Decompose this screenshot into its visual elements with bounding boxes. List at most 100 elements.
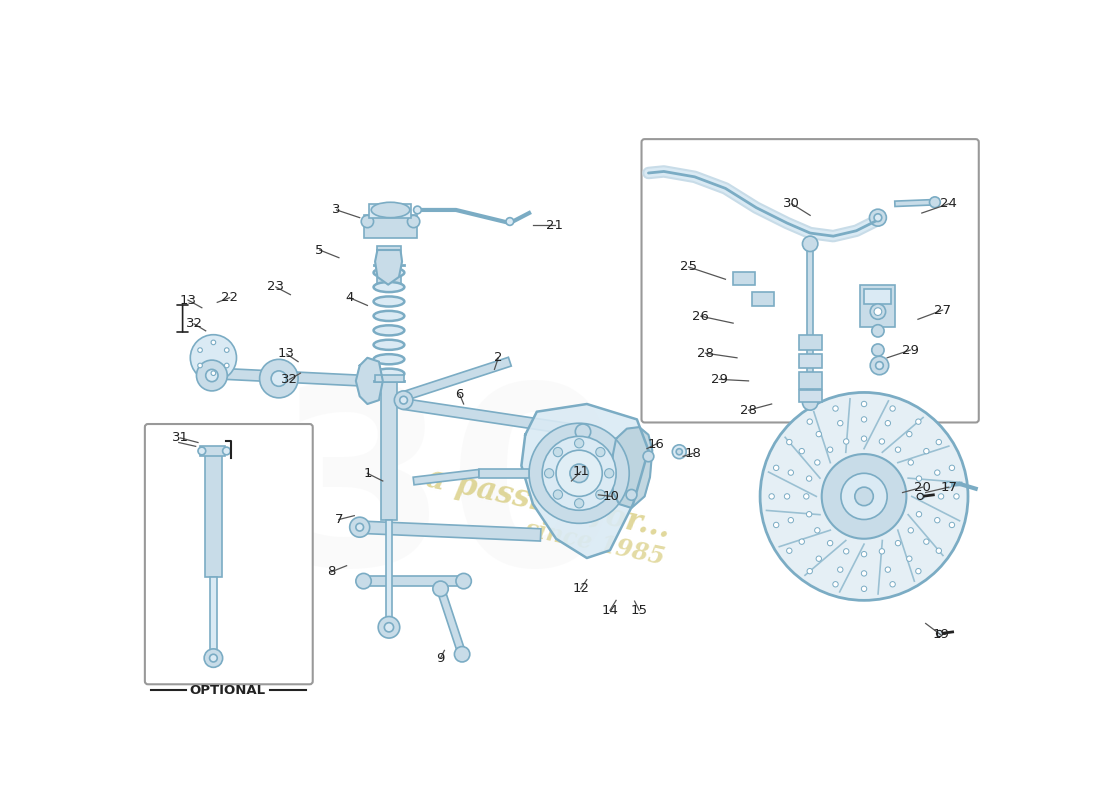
Circle shape bbox=[816, 431, 822, 437]
Circle shape bbox=[553, 447, 562, 457]
Circle shape bbox=[895, 447, 901, 452]
Text: 27: 27 bbox=[934, 303, 952, 317]
Text: 13: 13 bbox=[179, 294, 197, 306]
Circle shape bbox=[190, 334, 236, 381]
Polygon shape bbox=[437, 587, 465, 655]
Circle shape bbox=[871, 344, 884, 356]
Circle shape bbox=[827, 541, 833, 546]
Text: 19: 19 bbox=[933, 629, 949, 642]
Circle shape bbox=[886, 421, 891, 426]
Text: 29: 29 bbox=[902, 344, 918, 357]
Text: a passion for...: a passion for... bbox=[424, 463, 673, 545]
Circle shape bbox=[924, 539, 930, 544]
Text: 13: 13 bbox=[278, 347, 295, 361]
Circle shape bbox=[433, 581, 449, 597]
Text: 32: 32 bbox=[186, 318, 202, 330]
Circle shape bbox=[917, 494, 923, 499]
Circle shape bbox=[844, 549, 849, 554]
Text: 1: 1 bbox=[363, 467, 372, 480]
Circle shape bbox=[355, 523, 364, 531]
Polygon shape bbox=[807, 246, 813, 400]
Circle shape bbox=[874, 214, 882, 222]
Circle shape bbox=[879, 438, 884, 444]
Circle shape bbox=[799, 539, 804, 544]
Ellipse shape bbox=[374, 311, 405, 321]
Circle shape bbox=[799, 449, 804, 454]
Circle shape bbox=[806, 511, 812, 517]
Circle shape bbox=[804, 494, 808, 499]
Circle shape bbox=[930, 197, 940, 208]
Circle shape bbox=[260, 359, 298, 398]
Text: 32: 32 bbox=[282, 373, 298, 386]
Text: 24: 24 bbox=[940, 198, 957, 210]
Polygon shape bbox=[356, 358, 383, 404]
Circle shape bbox=[837, 421, 843, 426]
Circle shape bbox=[557, 450, 603, 496]
Polygon shape bbox=[612, 427, 652, 508]
Polygon shape bbox=[480, 469, 529, 478]
Circle shape bbox=[935, 518, 940, 523]
Circle shape bbox=[788, 470, 793, 475]
Text: 15: 15 bbox=[630, 604, 648, 617]
Circle shape bbox=[676, 449, 682, 455]
Bar bbox=[860, 285, 895, 327]
Circle shape bbox=[815, 460, 820, 465]
Circle shape bbox=[935, 470, 940, 475]
Ellipse shape bbox=[374, 297, 405, 306]
Polygon shape bbox=[521, 404, 649, 558]
Circle shape bbox=[815, 528, 820, 533]
Text: 6: 6 bbox=[455, 388, 464, 402]
Circle shape bbox=[837, 567, 843, 572]
Circle shape bbox=[222, 447, 230, 455]
Circle shape bbox=[909, 460, 913, 465]
Text: 28: 28 bbox=[697, 346, 714, 360]
Circle shape bbox=[198, 363, 202, 368]
Circle shape bbox=[916, 511, 922, 517]
Circle shape bbox=[916, 476, 922, 482]
Text: 25: 25 bbox=[680, 261, 697, 274]
Circle shape bbox=[802, 394, 818, 410]
Circle shape bbox=[399, 396, 407, 404]
Circle shape bbox=[870, 356, 889, 374]
Circle shape bbox=[570, 464, 589, 482]
Circle shape bbox=[224, 348, 229, 353]
Circle shape bbox=[506, 218, 514, 226]
Circle shape bbox=[861, 586, 867, 591]
Ellipse shape bbox=[372, 202, 409, 218]
Circle shape bbox=[879, 549, 884, 554]
Polygon shape bbox=[403, 398, 584, 436]
Circle shape bbox=[211, 340, 216, 345]
Circle shape bbox=[936, 630, 943, 637]
Text: 28: 28 bbox=[740, 404, 757, 417]
Text: since 1985: since 1985 bbox=[522, 516, 667, 570]
Polygon shape bbox=[360, 521, 541, 541]
Circle shape bbox=[816, 556, 822, 562]
Circle shape bbox=[915, 419, 921, 424]
Text: 29: 29 bbox=[711, 373, 728, 386]
Text: 26: 26 bbox=[692, 310, 710, 322]
Text: 12: 12 bbox=[572, 582, 590, 595]
Text: 10: 10 bbox=[603, 490, 620, 503]
Circle shape bbox=[596, 490, 605, 499]
Circle shape bbox=[906, 431, 912, 437]
Circle shape bbox=[827, 447, 833, 452]
Circle shape bbox=[874, 308, 882, 315]
Circle shape bbox=[833, 582, 838, 587]
Circle shape bbox=[760, 393, 968, 600]
Circle shape bbox=[211, 371, 216, 375]
Circle shape bbox=[909, 528, 913, 533]
Circle shape bbox=[949, 522, 955, 528]
Circle shape bbox=[807, 419, 813, 424]
Bar bbox=[209, 578, 218, 654]
Polygon shape bbox=[894, 199, 934, 206]
Circle shape bbox=[272, 371, 286, 386]
Circle shape bbox=[936, 439, 942, 445]
Text: 21: 21 bbox=[546, 219, 563, 232]
Polygon shape bbox=[414, 470, 480, 485]
Circle shape bbox=[209, 654, 218, 662]
Bar bbox=[799, 354, 822, 368]
Circle shape bbox=[920, 494, 924, 499]
Ellipse shape bbox=[374, 340, 405, 350]
Circle shape bbox=[938, 494, 944, 499]
Text: 18: 18 bbox=[684, 446, 702, 460]
